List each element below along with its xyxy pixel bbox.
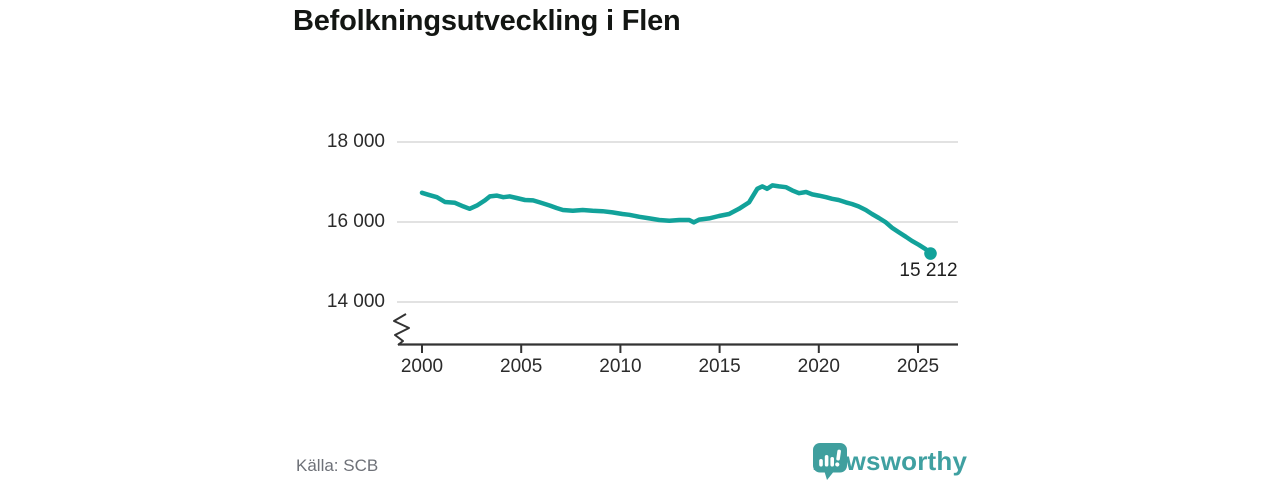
x-tick-label: 2020 bbox=[797, 356, 840, 377]
y-tick-label: 16 000 bbox=[326, 211, 385, 232]
x-tick-label: 2005 bbox=[500, 356, 543, 377]
population-line-series bbox=[419, 183, 933, 256]
x-tick-label: 2025 bbox=[896, 356, 940, 377]
x-tick-label: 2000 bbox=[400, 356, 444, 377]
x-tick-label: 2010 bbox=[599, 356, 642, 377]
newsworthy-logo: Newsworthy bbox=[812, 443, 967, 480]
source-caption: Källa: SCB bbox=[296, 456, 379, 475]
last-value-label: 15 212 bbox=[899, 259, 958, 281]
x-tick-label: 2015 bbox=[698, 356, 741, 377]
bar-chart-speech-bubble-icon bbox=[813, 443, 847, 480]
chart-title: Befolkningsutveckling i Flen bbox=[293, 5, 681, 37]
y-axis-break-icon bbox=[393, 313, 410, 346]
x-axis bbox=[398, 343, 958, 353]
last-data-point bbox=[924, 247, 937, 260]
y-tick-label: 18 000 bbox=[326, 131, 385, 152]
y-tick-label: 14 000 bbox=[326, 291, 385, 312]
